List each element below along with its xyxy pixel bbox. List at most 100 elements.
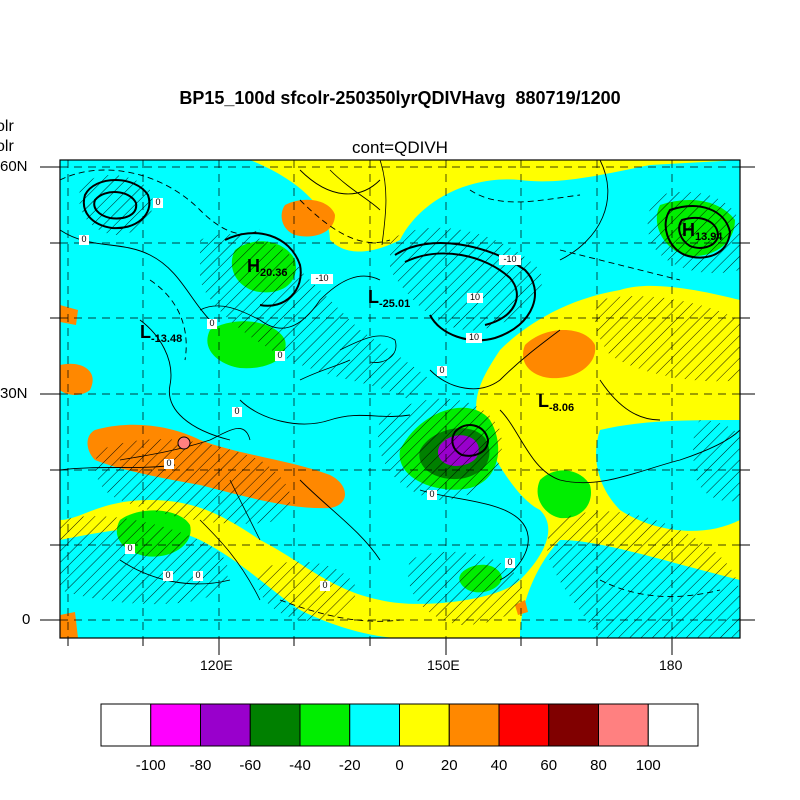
- colorbar-swatch: [598, 703, 649, 747]
- left-variable-label: olr: [0, 118, 14, 135]
- contour-label: 0: [234, 406, 239, 416]
- colorbar-swatch: [299, 703, 351, 747]
- lon-label-150e: 150E: [427, 657, 460, 673]
- contour-label-bg: [125, 544, 135, 554]
- contour-label-bg: [466, 333, 482, 343]
- lat-label-30n: 30N: [0, 385, 28, 402]
- contour-label: 0: [507, 557, 512, 567]
- contour-label: 0: [209, 318, 214, 328]
- low-label: L-13.48: [140, 322, 182, 345]
- low-label: L-8.06: [538, 391, 574, 414]
- lat-label-eq: 0: [22, 611, 31, 628]
- contour-label: 0: [439, 365, 444, 375]
- contour-label: 0: [166, 458, 171, 468]
- lon-label-120e: 120E: [200, 657, 233, 673]
- hatched-region: [408, 551, 522, 625]
- colorbar-label: 60: [540, 757, 558, 774]
- colorbar-swatch: [647, 703, 699, 747]
- coastlines: [119, 160, 397, 601]
- contour-label-bg: [163, 571, 173, 581]
- contour-lines: [82, 179, 732, 457]
- colorbar-label: -40: [289, 757, 311, 774]
- contour-label-bg: [427, 490, 437, 500]
- contour-label: 0: [165, 570, 170, 580]
- contour-label: 0: [277, 350, 282, 360]
- orange-region: [281, 199, 335, 237]
- colorbar-swatch: [349, 703, 400, 747]
- contour-label-bg: [499, 255, 521, 265]
- colorbar-label: -20: [338, 757, 361, 774]
- dashed-contours: [60, 169, 721, 622]
- colorbar-label: 0: [395, 757, 404, 774]
- contour-label: -10: [315, 273, 328, 283]
- colorbar-swatch: [498, 703, 550, 747]
- contour-label-bg: [437, 366, 447, 376]
- left-variable-label: olr: [0, 138, 14, 155]
- contour-label-bg: [467, 293, 483, 303]
- orange-region: [522, 330, 596, 379]
- plot-title: BP15_100d sfcolr-250350lyrQDIVHavg 88071…: [179, 88, 621, 108]
- contour-label-bg: [232, 407, 242, 417]
- contour-label-bg: [79, 235, 89, 245]
- lat-label-60n: 60N: [0, 158, 28, 175]
- contour-label: 0: [155, 197, 160, 207]
- colorbar-label: -80: [189, 757, 212, 774]
- contour-value-labels: 0 0 0 0 0 0 0 0 0 0 0 0 0 -10 -10 10 10: [79, 197, 521, 591]
- lon-label-180: 180: [659, 657, 683, 673]
- hatched-region: [378, 398, 502, 500]
- contour-label: 0: [195, 570, 200, 580]
- colorbar-label: 100: [635, 757, 661, 774]
- contour-label: 0: [429, 489, 434, 499]
- contour-label-bg: [164, 459, 174, 469]
- high-label: H20.36: [247, 256, 288, 279]
- contour-label: -10: [503, 254, 516, 264]
- contour-label: 10: [470, 292, 480, 302]
- station-marker: [177, 436, 191, 450]
- hatched-region: [693, 420, 740, 502]
- contour-label-bg: [153, 198, 163, 208]
- colorbar-swatch: [100, 703, 152, 747]
- colorbar: [100, 703, 699, 747]
- colorbar-swatch: [249, 703, 301, 747]
- orange-region: [60, 305, 78, 325]
- extrema-labels: H20.36 H13.94 L-25.01 L-13.48 L-8.06: [140, 220, 723, 414]
- contour-label: 10: [469, 332, 479, 342]
- cyan-region: [60, 380, 470, 505]
- contour-label-bg: [320, 581, 330, 591]
- colorbar-label: -100: [135, 757, 166, 774]
- colorbar-label: 40: [490, 757, 508, 774]
- colorbar-label: 20: [440, 757, 458, 774]
- colorbar-swatch: [448, 703, 500, 747]
- contour-label-bg: [207, 319, 217, 329]
- colorbar-label: 80: [590, 757, 607, 774]
- hatched-region: [547, 511, 740, 638]
- map-area: [60, 160, 740, 638]
- contour-label: 0: [322, 580, 327, 590]
- contour-lines: [60, 160, 740, 585]
- colorbar-swatch: [200, 703, 251, 747]
- hatched-region: [60, 516, 229, 605]
- contour-label-bg: [193, 571, 203, 581]
- graticule: [60, 160, 740, 638]
- hatched-region: [257, 561, 356, 621]
- tick-marks: [40, 166, 755, 655]
- contour-label-bg: [311, 274, 333, 284]
- colorbar-swatch: [150, 703, 201, 747]
- hatched-region: [390, 227, 542, 331]
- colorbar-swatch: [548, 703, 599, 747]
- high-label: H13.94: [682, 220, 723, 243]
- contour-label-bg: [275, 351, 285, 361]
- orange-region: [60, 612, 78, 638]
- colorbar-swatch: [399, 703, 450, 747]
- low-label: L-25.01: [368, 287, 410, 310]
- plot-subtitle: cont=QDIVH: [352, 138, 448, 157]
- contour-label: 0: [81, 234, 86, 244]
- colorbar-label: -60: [239, 757, 262, 774]
- contour-label-bg: [505, 558, 515, 568]
- hatched-region: [79, 175, 153, 235]
- map-frame: [59, 159, 741, 639]
- contour-label: 0: [127, 543, 132, 553]
- hatched-region: [200, 234, 430, 400]
- hatched-region: [594, 296, 740, 382]
